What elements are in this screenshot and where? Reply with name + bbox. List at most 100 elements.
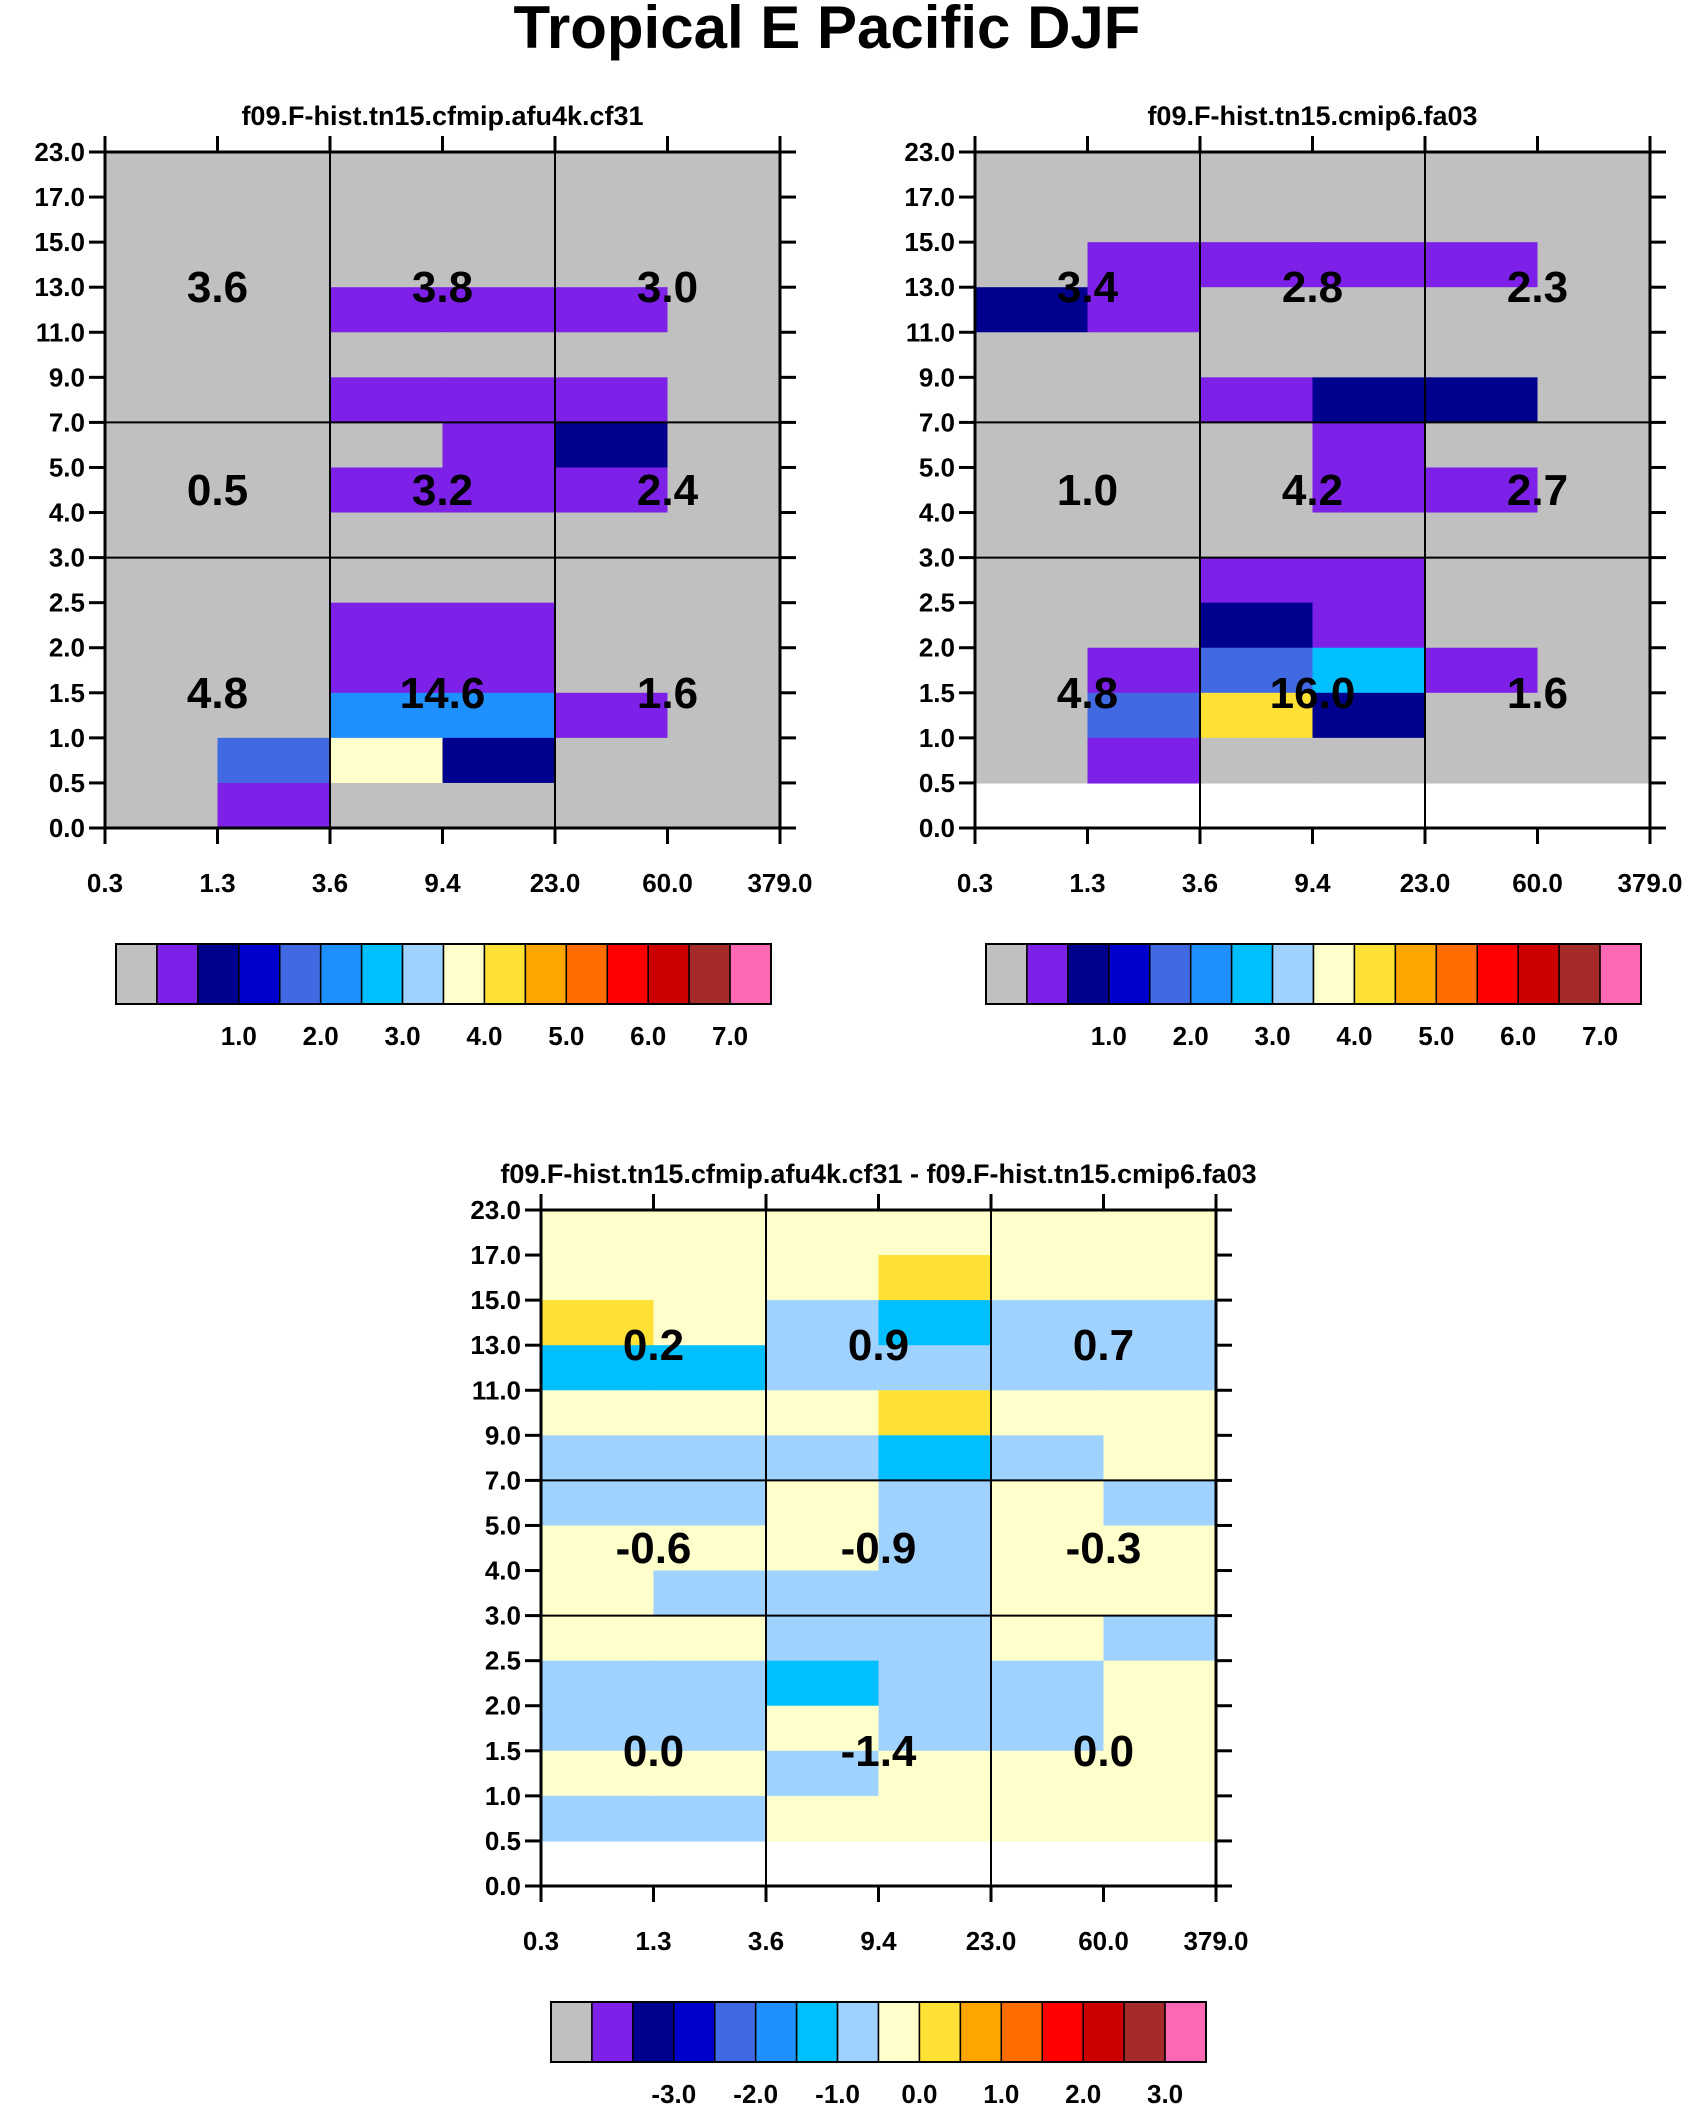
heatmap-cell (991, 1570, 1105, 1617)
y-tick-label: 9.0 (49, 362, 85, 392)
colorbar-label: 6.0 (1500, 1021, 1536, 1051)
heatmap-cell (975, 422, 1089, 469)
heatmap-cell (217, 512, 331, 559)
heatmap-cell (991, 1525, 1105, 1572)
heatmap-cell (1103, 1615, 1217, 1662)
colorbar-swatch (1123, 2001, 1166, 2063)
x-tick-label: 23.0 (1400, 868, 1451, 898)
heatmap-cell (1425, 287, 1539, 333)
colorbar: 1.0 2.0 3.0 4.0 5.0 6.0 7.0 (115, 943, 772, 1051)
colorbar-swatch (714, 2001, 757, 2063)
heatmap-cell (766, 1390, 880, 1436)
x-tick-label: 9.4 (860, 1926, 897, 1956)
heatmap-cell (541, 1345, 655, 1391)
heatmap-cell (975, 692, 1089, 739)
colorbar-label: 3.0 (1147, 2079, 1183, 2109)
heatmap-cell (991, 1345, 1105, 1391)
heatmap-cell (555, 422, 669, 469)
y-tick-label: 3.0 (485, 1601, 521, 1631)
heatmap-cell (991, 1615, 1105, 1662)
y-tick-label: 0.0 (919, 813, 955, 843)
heatmap-cell (1103, 1300, 1217, 1346)
ticks (959, 136, 1666, 844)
heatmap-cell (217, 602, 331, 649)
colorbar-label: 7.0 (1582, 1021, 1618, 1051)
heatmap-cell (766, 1345, 880, 1391)
heatmap-cell (555, 242, 669, 288)
y-tick-label: 13.0 (470, 1330, 521, 1360)
x-tick-label: 1.3 (635, 1926, 671, 1956)
heatmap-cell (1200, 647, 1314, 694)
heatmap-cell (1425, 647, 1539, 694)
y-tick-label: 9.0 (919, 362, 955, 392)
heatmap-cell (1425, 602, 1539, 649)
heatmap-cell (217, 692, 331, 739)
heatmap-cell (653, 1390, 767, 1436)
heatmap-cell (1087, 467, 1201, 514)
x-tick-label: 9.4 (1294, 868, 1331, 898)
heatmap-cell (975, 647, 1089, 694)
heatmap-cell (1312, 512, 1426, 559)
heatmap-cell (1312, 467, 1426, 514)
box-value-label: 4.2 (1282, 466, 1343, 515)
heatmap-cell (878, 1795, 992, 1842)
heatmap-cell (653, 1300, 767, 1346)
box-value-label: 4.8 (187, 669, 248, 718)
colorbar-swatch (673, 2001, 716, 2063)
heatmap-cell (1425, 197, 1539, 243)
heatmap-cell (667, 692, 781, 739)
heatmap-cell (667, 422, 781, 469)
heatmap-cell (878, 1255, 992, 1301)
colorbar-label: 2.0 (303, 1021, 339, 1051)
heatmap-cell (555, 197, 669, 243)
colorbar-swatch (1149, 943, 1192, 1005)
colorbar-label: 5.0 (1418, 1021, 1454, 1051)
y-tick-label: 5.0 (49, 452, 85, 482)
heatmap-cell (975, 332, 1089, 378)
heatmap-cell (975, 287, 1089, 333)
heatmap-cell (1537, 602, 1651, 649)
heatmap-cell (878, 1300, 992, 1346)
heatmap-cell (541, 1570, 655, 1617)
y-tick-label: 1.5 (485, 1736, 521, 1766)
heatmap-cell (105, 602, 219, 649)
heatmap-cell (766, 1615, 880, 1662)
heatmap-cell (878, 1435, 992, 1481)
heatmap-cell (1087, 377, 1201, 423)
heatmap-cell (1200, 377, 1314, 423)
heatmap-cell (442, 332, 556, 378)
heatmap-cell (541, 1525, 655, 1572)
heatmap-cell (878, 1660, 992, 1707)
heatmap-cell (667, 152, 781, 198)
heatmap-cell (991, 1255, 1105, 1301)
colorbar-swatch (1041, 2001, 1084, 2063)
heatmap-panel-2: f09.F-hist.tn15.cmip6.fa03 0.3 1.3 3.6 9.4 23… (904, 101, 1682, 1051)
heatmap-cell (217, 647, 331, 694)
heatmap-cell (555, 377, 669, 423)
box-value-label: 1.0 (1057, 466, 1118, 515)
heatmap-cell (330, 512, 444, 559)
heatmap-cell (878, 1570, 992, 1617)
heatmap-cell (766, 1435, 880, 1481)
heatmap-cell (975, 467, 1089, 514)
heatmap-cell (653, 1525, 767, 1572)
heatmap-cell (975, 377, 1089, 423)
colorbar-swatch (1599, 943, 1642, 1005)
heatmap-cell (1103, 1525, 1217, 1572)
colorbar-swatch (795, 2001, 839, 2063)
heatmap-cell (1537, 647, 1651, 694)
colorbar-swatch (1271, 943, 1315, 1005)
heatmap-cell (330, 737, 444, 784)
colorbar-swatch (1067, 943, 1110, 1005)
colorbar-swatch (524, 943, 568, 1005)
x-tick-label: 0.3 (523, 1926, 559, 1956)
heatmap-cell (541, 1480, 655, 1527)
x-tick-label: 379.0 (747, 868, 812, 898)
heatmap-cell (555, 512, 669, 559)
colorbar-label: 4.0 (1336, 1021, 1372, 1051)
heatmap-cell (555, 782, 669, 829)
colorbar-swatch (483, 943, 527, 1005)
box-value-label: 2.4 (637, 466, 699, 515)
heatmap-cell (1200, 467, 1314, 514)
heatmap-cell (1200, 332, 1314, 378)
